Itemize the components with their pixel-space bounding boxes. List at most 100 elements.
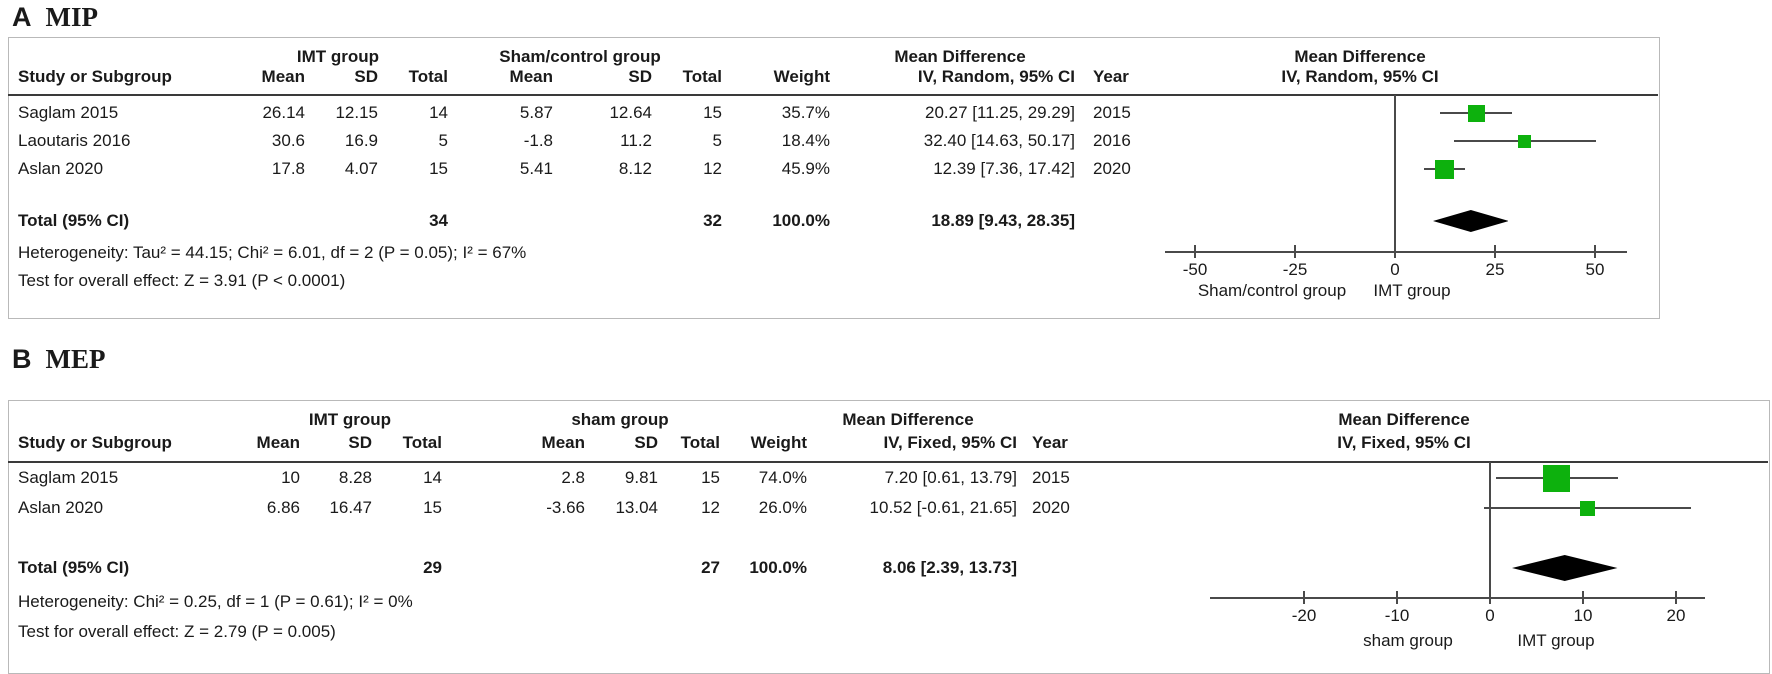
mean1-cell: 30.6 [271, 131, 305, 150]
heterogeneity-text: Heterogeneity: Tau² = 44.15; Chi² = 6.01… [18, 243, 527, 262]
mean1-cell: 6.86 [266, 498, 300, 517]
total-total1-cell: 29 [423, 558, 442, 577]
column-header-study: Study or Subgroup [18, 67, 172, 86]
column-header-total1: Total [408, 67, 448, 86]
mean2-cell: 5.41 [519, 159, 553, 178]
column-header-model: IV, Random, 95% CI [917, 67, 1075, 86]
effect-square [1518, 134, 1532, 148]
column-header-mean1: Mean [256, 433, 300, 452]
axis-tick [1294, 245, 1296, 258]
ci-text-cell: 12.39 [7.36, 17.42] [933, 159, 1075, 178]
sd2-cell: 8.12 [618, 159, 652, 178]
overall-effect-text: Test for overall effect: Z = 2.79 (P = 0… [18, 622, 336, 641]
year-cell: 2015 [1032, 468, 1070, 487]
total1-cell: 15 [429, 159, 448, 178]
year-cell: 2015 [1093, 103, 1131, 122]
panel-a-title: MIP [45, 2, 98, 32]
total1-cell: 14 [429, 103, 448, 122]
axis-line [1165, 251, 1627, 253]
sd1-cell: 16.9 [344, 131, 378, 150]
effect-header: Mean Difference [842, 410, 974, 429]
year-cell: 2020 [1093, 159, 1131, 178]
favors-left-label: sham group [1363, 631, 1453, 650]
total2-cell: 12 [703, 159, 722, 178]
study-name: Saglam 2015 [18, 103, 119, 122]
mean1-cell: 26.14 [262, 103, 305, 122]
column-header-mean1: Mean [261, 67, 305, 86]
mean2-cell: -3.66 [546, 498, 585, 517]
axis-tick [1396, 591, 1398, 604]
total-total2-cell: 27 [701, 558, 720, 577]
group2-header: Sham/control group [499, 47, 661, 66]
plot-effect-header: Mean Difference [1294, 47, 1426, 66]
sd2-cell: 11.2 [620, 131, 652, 150]
column-header-mean2: Mean [541, 433, 585, 452]
summary-diamond [1512, 555, 1618, 581]
axis-tick-label: -25 [1282, 260, 1308, 279]
sd1-cell: 8.28 [338, 468, 372, 487]
column-header-total2: Total [682, 67, 722, 86]
column-header-sd1: SD [348, 433, 372, 452]
panel-a-label: A MIP [12, 2, 98, 33]
total-label: Total (95% CI) [18, 558, 130, 577]
column-header-total1: Total [402, 433, 442, 452]
year-cell: 2020 [1032, 498, 1070, 517]
sd1-cell: 16.47 [329, 498, 372, 517]
study-name: Laoutaris 2016 [18, 131, 131, 150]
axis-tick [1303, 591, 1305, 604]
panel-b-letter: B [12, 344, 32, 374]
panel-a-letter: A [12, 2, 32, 32]
favors-right-label: IMT group [1373, 281, 1451, 300]
axis-tick [1494, 245, 1496, 258]
axis-tick [1675, 591, 1677, 604]
column-header-sd1: SD [354, 67, 378, 86]
effect-square [1467, 104, 1485, 122]
axis-tick [1194, 245, 1196, 258]
axis-tick [1582, 591, 1584, 604]
ci-text-cell: 20.27 [11.25, 29.29] [925, 103, 1075, 122]
ci-text-cell: 32.40 [14.63, 50.17] [923, 131, 1075, 150]
column-header-year: Year [1093, 67, 1129, 86]
total1-cell: 5 [438, 131, 448, 150]
heterogeneity-text: Heterogeneity: Chi² = 0.25, df = 1 (P = … [18, 592, 413, 611]
weight-cell: 18.4% [781, 131, 830, 150]
sd2-cell: 9.81 [624, 468, 658, 487]
group2-header: sham group [571, 410, 669, 429]
column-header-weight: Weight [750, 433, 807, 452]
weight-cell: 35.7% [781, 103, 830, 122]
zero-line [1394, 95, 1396, 252]
total2-cell: 5 [712, 131, 722, 150]
summary-diamond [1432, 210, 1509, 232]
sd1-cell: 12.15 [335, 103, 378, 122]
axis-tick-label: -10 [1384, 606, 1410, 625]
axis-tick-label: 0 [1485, 606, 1495, 625]
weight-cell: 74.0% [758, 468, 807, 487]
column-header-model: IV, Fixed, 95% CI [883, 433, 1017, 452]
axis-tick-label: -50 [1182, 260, 1208, 279]
axis-tick [1489, 591, 1491, 604]
ci-text-cell: 10.52 [-0.61, 21.65] [869, 498, 1017, 517]
column-header-mean2: Mean [509, 67, 553, 86]
mean1-cell: 10 [281, 468, 300, 487]
study-name: Saglam 2015 [18, 468, 119, 487]
mean1-cell: 17.8 [271, 159, 305, 178]
panel-a-box [8, 37, 1660, 319]
mean2-cell: 2.8 [561, 468, 585, 487]
column-header-study: Study or Subgroup [18, 433, 172, 452]
favors-right-label: IMT group [1517, 631, 1595, 650]
mean2-cell: 5.87 [519, 103, 553, 122]
column-header-year: Year [1032, 433, 1068, 452]
axis-tick [1394, 245, 1396, 258]
total2-cell: 15 [701, 468, 720, 487]
weight-cell: 26.0% [758, 498, 807, 517]
column-header-total2: Total [680, 433, 720, 452]
total2-cell: 12 [701, 498, 720, 517]
panel-b-label: B MEP [12, 344, 106, 375]
group1-header: IMT group [296, 47, 380, 66]
total2-cell: 15 [703, 103, 722, 122]
favors-left-label: Sham/control group [1197, 281, 1347, 300]
column-header-sd2: SD [634, 433, 658, 452]
plot-model-header: IV, Random, 95% CI [1281, 67, 1439, 86]
total1-cell: 15 [423, 498, 442, 517]
